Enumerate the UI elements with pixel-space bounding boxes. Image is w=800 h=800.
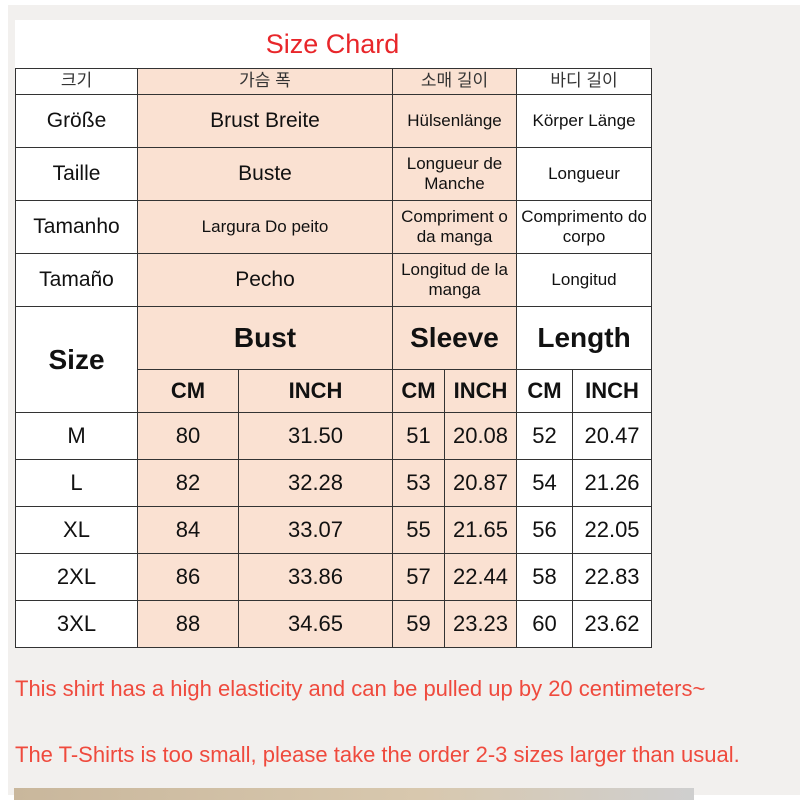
value-cell: 51: [392, 412, 445, 460]
value-cell: 55: [392, 506, 445, 554]
unit-inch: INCH: [238, 369, 393, 413]
header-row-korean: 크기 가슴 폭 소매 길이 바디 길이: [15, 68, 653, 95]
main-header-row: Size Bust Sleeve Length: [15, 306, 653, 413]
bust-label: Largura Do peito: [137, 200, 393, 254]
sleeve-label: Longitud de la manga: [391, 253, 518, 307]
value-cell: 54: [516, 459, 574, 507]
sleeve-label: Hülsenlänge: [391, 94, 518, 148]
value-cell: 23.23: [443, 600, 518, 648]
size-cell: 2XL: [15, 553, 138, 601]
table-row: 2XL 86 33.86 57 22.44 58 22.83: [15, 553, 653, 601]
header-row-french: Taille Buste Longueur de Manche Longueur: [15, 147, 653, 201]
value-cell: 22.05: [572, 506, 653, 554]
header-row-german: Größe Brust Breite Hülsenlänge Körper Lä…: [15, 94, 653, 148]
unit-cm: CM: [137, 369, 239, 413]
size-cell: 3XL: [15, 600, 138, 648]
sleeve-header: Sleeve: [391, 306, 518, 370]
size-label: Größe: [15, 94, 138, 148]
value-cell: 57: [392, 553, 445, 601]
bust-label: Brust Breite: [137, 94, 393, 148]
value-cell: 60: [516, 600, 574, 648]
length-label: Körper Länge: [516, 94, 653, 148]
product-image-edge: [14, 788, 694, 800]
size-label: Tamanho: [15, 200, 138, 254]
length-label: Longueur: [516, 147, 653, 201]
unit-cm: CM: [392, 369, 445, 413]
unit-inch: INCH: [443, 369, 518, 413]
length-label: Longitud: [516, 253, 653, 307]
bust-label: Pecho: [137, 253, 393, 307]
unit-row: CM INCH CM INCH CM INCH: [16, 369, 653, 413]
size-label: Tamaño: [15, 253, 138, 307]
size-chart: Size Chard 크기 가슴 폭 소매 길이 바디 길이 Größe Bru…: [15, 20, 653, 648]
value-cell: 31.50: [238, 412, 393, 460]
value-cell: 52: [516, 412, 574, 460]
value-cell: 33.86: [238, 553, 393, 601]
length-label: 바디 길이: [516, 68, 653, 95]
value-cell: 59: [392, 600, 445, 648]
value-cell: 88: [137, 600, 239, 648]
size-header: Size: [15, 306, 138, 413]
value-cell: 53: [392, 459, 445, 507]
length-label: Comprimento do corpo: [516, 200, 653, 254]
value-cell: 80: [137, 412, 239, 460]
size-cell: L: [15, 459, 138, 507]
table-row: XL 84 33.07 55 21.65 56 22.05: [15, 506, 653, 554]
elasticity-note: This shirt has a high elasticity and can…: [15, 676, 706, 701]
bust-label: 가슴 폭: [137, 68, 393, 95]
sleeve-label: Compriment o da manga: [391, 200, 518, 254]
table-row: M 80 31.50 51 20.08 52 20.47: [15, 412, 653, 460]
sleeve-label: Longueur de Manche: [391, 147, 518, 201]
size-cell: M: [15, 412, 138, 460]
size-cell: XL: [15, 506, 138, 554]
bust-label: Buste: [137, 147, 393, 201]
value-cell: 58: [516, 553, 574, 601]
value-cell: 84: [137, 506, 239, 554]
sizing-note: The T-Shirts is too small, please take t…: [15, 742, 740, 767]
unit-cm: CM: [516, 369, 574, 413]
value-cell: 32.28: [238, 459, 393, 507]
value-cell: 20.08: [443, 412, 518, 460]
header-row-spanish: Tamaño Pecho Longitud de la manga Longit…: [15, 253, 653, 307]
chart-title: Size Chard: [15, 20, 650, 68]
value-cell: 33.07: [238, 506, 393, 554]
value-cell: 82: [137, 459, 239, 507]
value-cell: 21.65: [443, 506, 518, 554]
length-header: Length: [516, 306, 653, 370]
value-cell: 86: [137, 553, 239, 601]
value-cell: 56: [516, 506, 574, 554]
sleeve-label: 소매 길이: [391, 68, 518, 95]
header-row-portuguese: Tamanho Largura Do peito Compriment o da…: [15, 200, 653, 254]
value-cell: 22.44: [443, 553, 518, 601]
value-cell: 23.62: [572, 600, 653, 648]
value-cell: 22.83: [572, 553, 653, 601]
value-cell: 21.26: [572, 459, 653, 507]
table-row: 3XL 88 34.65 59 23.23 60 23.62: [15, 600, 653, 648]
unit-inch: INCH: [572, 369, 653, 413]
value-cell: 20.47: [572, 412, 653, 460]
size-label: 크기: [15, 68, 138, 95]
value-cell: 34.65: [238, 600, 393, 648]
table-row: L 82 32.28 53 20.87 54 21.26: [15, 459, 653, 507]
value-cell: 20.87: [443, 459, 518, 507]
bust-header: Bust: [137, 306, 393, 370]
size-label: Taille: [15, 147, 138, 201]
size-table: 크기 가슴 폭 소매 길이 바디 길이 Größe Brust Breite H…: [15, 68, 653, 648]
